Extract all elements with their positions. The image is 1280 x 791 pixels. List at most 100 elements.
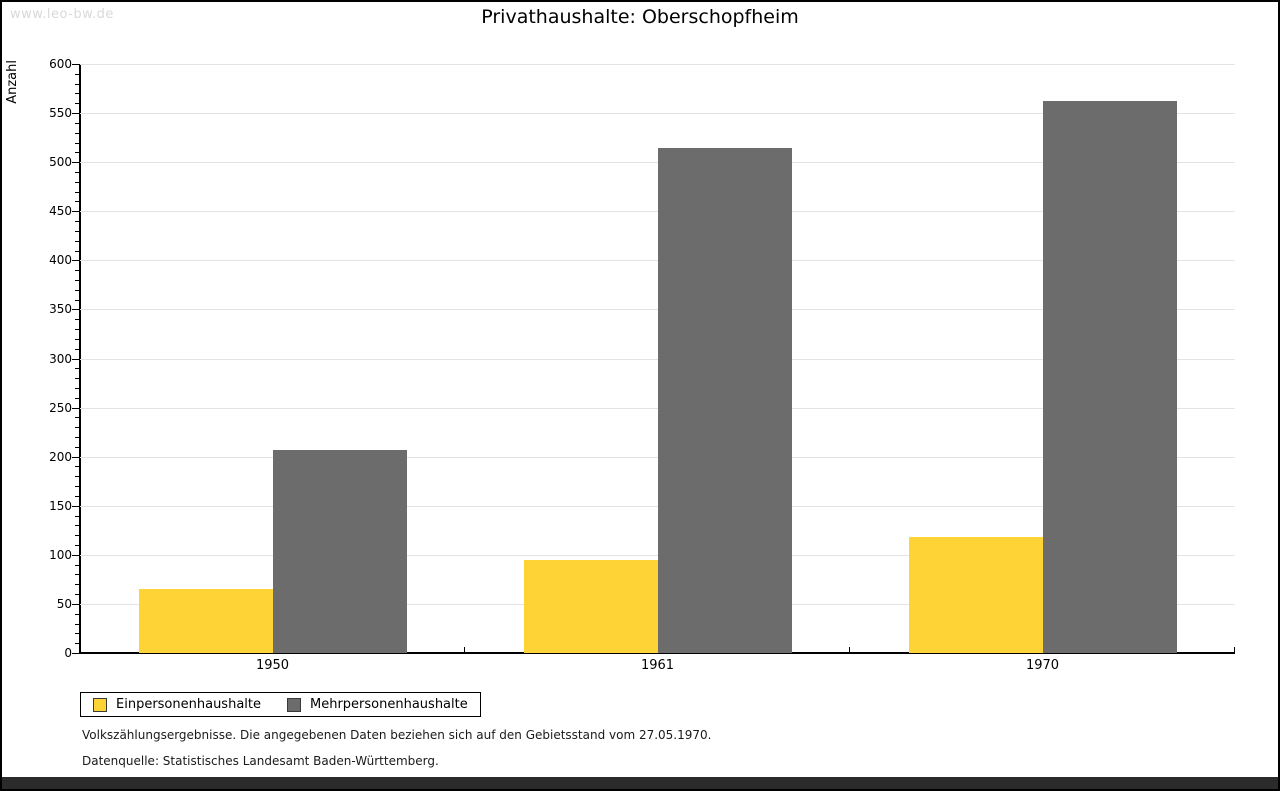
y-minor-tick: [75, 270, 80, 272]
bar-einpersonenhaushalte-1961: [523, 559, 658, 653]
y-major-tick: [72, 162, 80, 164]
legend-entry-einpersonenhaushalte: Einpersonenhaushalte: [93, 697, 261, 712]
y-minor-tick: [75, 525, 80, 527]
y-minor-tick: [75, 446, 80, 448]
y-minor-tick: [75, 250, 80, 252]
y-minor-tick: [75, 132, 80, 134]
bar-mehrpersonenhaushalte-1950: [272, 449, 407, 653]
x-tick-label-1970: 1970: [1025, 658, 1060, 673]
x-axis-line: [79, 652, 1235, 654]
legend-label: Einpersonenhaushalte: [116, 697, 261, 712]
bar-einpersonenhaushalte-1970: [908, 537, 1043, 653]
y-minor-tick: [75, 378, 80, 380]
legend-label: Mehrpersonenhaushalte: [310, 697, 468, 712]
y-minor-tick: [75, 83, 80, 85]
y-minor-tick: [75, 171, 80, 173]
legend-swatch-gray: [287, 697, 301, 712]
y-minor-tick: [75, 633, 80, 635]
y-minor-tick: [75, 466, 80, 468]
y-tick-label: 350: [49, 302, 72, 317]
y-tick-label: 500: [49, 155, 72, 170]
y-major-tick: [72, 64, 80, 65]
y-major-tick: [72, 211, 80, 213]
y-minor-tick: [75, 348, 80, 350]
y-tick-label: 600: [49, 57, 72, 71]
y-minor-tick: [75, 191, 80, 193]
y-minor-tick: [75, 397, 80, 399]
y-axis-label: Anzahl: [5, 60, 20, 104]
y-tick-label: 150: [49, 498, 72, 513]
y-major-tick: [72, 358, 80, 360]
y-minor-tick: [75, 319, 80, 321]
legend-swatch-yellow: [93, 697, 107, 712]
y-minor-tick: [75, 584, 80, 586]
y-minor-tick: [75, 515, 80, 517]
y-minor-tick: [75, 623, 80, 625]
y-minor-tick: [75, 417, 80, 419]
y-minor-tick: [75, 476, 80, 478]
x-tick-label-1950: 1950: [255, 658, 290, 673]
bar-einpersonenhaushalte-1950: [138, 589, 273, 653]
y-minor-tick: [75, 387, 80, 389]
x-boundary-tick: [464, 647, 465, 653]
y-minor-tick: [75, 574, 80, 576]
y-minor-tick: [75, 93, 80, 95]
y-minor-tick: [75, 613, 80, 615]
y-major-tick: [72, 653, 80, 654]
y-minor-tick: [75, 221, 80, 223]
gridline-600: [80, 64, 1235, 65]
watermark: www.leo-bw.de: [10, 7, 114, 22]
y-minor-tick: [75, 142, 80, 144]
y-minor-tick: [75, 535, 80, 537]
y-major-tick: [72, 456, 80, 458]
y-tick-label: 200: [49, 449, 72, 464]
y-major-tick: [72, 554, 80, 556]
y-minor-tick: [75, 201, 80, 203]
y-minor-tick: [75, 329, 80, 331]
y-minor-tick: [75, 486, 80, 488]
y-minor-tick: [75, 181, 80, 183]
y-tick-label: 300: [49, 351, 72, 366]
y-major-tick: [72, 113, 80, 115]
legend: Einpersonenhaushalte Mehrpersonenhaushal…: [80, 692, 481, 717]
y-minor-tick: [75, 427, 80, 429]
y-major-tick: [72, 505, 80, 507]
y-tick-label: 0: [64, 646, 72, 660]
y-minor-tick: [75, 279, 80, 281]
y-minor-tick: [75, 230, 80, 232]
y-major-tick: [72, 260, 80, 262]
gridline-550: [80, 113, 1235, 115]
x-boundary-tick: [1234, 647, 1235, 653]
y-tick-label: 50: [56, 596, 72, 611]
bottom-bar: [2, 777, 1278, 789]
bar-mehrpersonenhaushalte-1961: [657, 148, 792, 653]
bar-mehrpersonenhaushalte-1970: [1042, 101, 1177, 653]
x-boundary-tick: [849, 647, 850, 653]
y-minor-tick: [75, 240, 80, 242]
y-minor-tick: [75, 289, 80, 291]
y-minor-tick: [75, 368, 80, 370]
y-minor-tick: [75, 545, 80, 547]
x-tick-label-1961: 1961: [640, 658, 675, 673]
y-minor-tick: [75, 643, 80, 645]
y-tick-label: 400: [49, 253, 72, 268]
y-major-tick: [72, 309, 80, 311]
y-minor-tick: [75, 495, 80, 497]
y-major-tick: [72, 603, 80, 605]
y-minor-tick: [75, 437, 80, 439]
legend-entry-mehrpersonenhaushalte: Mehrpersonenhaushalte: [287, 697, 468, 712]
plot-area: 0 50 100 150 200 250 300 350 400 450 500 550 600 1950…: [49, 57, 1235, 673]
chart-title: Privathaushalte: Oberschopfheim: [481, 6, 799, 28]
y-minor-tick: [75, 338, 80, 340]
y-minor-tick: [75, 564, 80, 566]
y-minor-tick: [75, 103, 80, 105]
y-major-tick: [72, 407, 80, 409]
y-minor-tick: [75, 73, 80, 75]
y-tick-label: 450: [49, 204, 72, 219]
y-minor-tick: [75, 594, 80, 596]
y-minor-tick: [75, 299, 80, 301]
y-tick-label: 250: [49, 400, 72, 415]
footnote-source-note: Volkszählungsergebnisse. Die angegebenen…: [82, 728, 712, 742]
y-minor-tick: [75, 152, 80, 154]
